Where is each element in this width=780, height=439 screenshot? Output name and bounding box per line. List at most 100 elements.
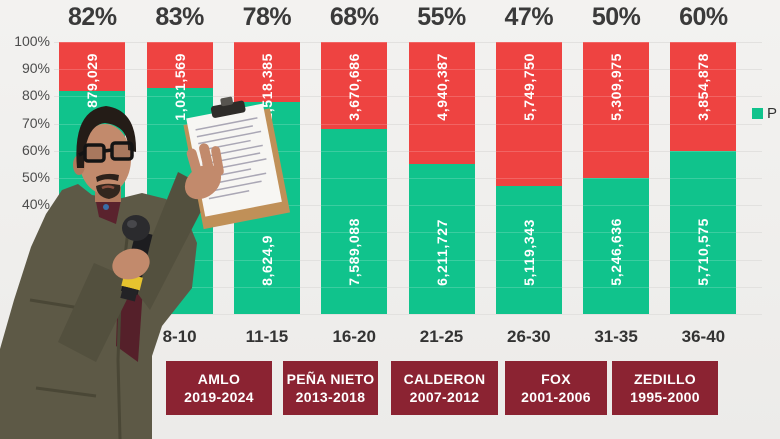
x-axis-label: 21-25 bbox=[419, 327, 464, 346]
gridline-overlay bbox=[54, 123, 762, 125]
gridline bbox=[54, 205, 762, 207]
glasses-icon bbox=[78, 141, 134, 163]
president-name: ZEDILLO bbox=[634, 371, 696, 387]
top-percentage: 47% bbox=[504, 3, 554, 31]
gridline bbox=[54, 69, 762, 71]
bar-value-red: 5,749,750 bbox=[520, 53, 537, 121]
gridline-overlay bbox=[54, 232, 762, 234]
x-axis-label: 26-30 bbox=[507, 327, 551, 346]
president-box-pena-nieto: PEÑA NIETO 2013-2018 bbox=[283, 361, 378, 415]
gridline-overlay bbox=[54, 150, 762, 152]
bar-16-20: 3,670,686 7,589,088 bbox=[321, 42, 388, 314]
president-box-fox: FOX 2001-2006 bbox=[505, 361, 607, 415]
president-years: 2001-2006 bbox=[521, 389, 591, 405]
top-percentage: 60% bbox=[679, 3, 728, 31]
presenter-mic-arm bbox=[58, 263, 136, 362]
top-percentage: 78% bbox=[242, 3, 292, 31]
bar-segment-red bbox=[670, 42, 737, 151]
gridline-overlay bbox=[54, 286, 762, 288]
presenter-raised-arm bbox=[132, 172, 212, 310]
gridline-overlay bbox=[54, 96, 762, 98]
president-years: 2019-2024 bbox=[184, 389, 254, 405]
legend-swatch-green bbox=[752, 108, 763, 119]
bar-segment-red bbox=[495, 42, 562, 187]
bar-segment-green bbox=[583, 178, 650, 314]
presenter-silhouette bbox=[0, 106, 212, 439]
gridline-overlay bbox=[54, 178, 762, 179]
bar-segment-red bbox=[59, 42, 126, 91]
president-box-calderon: CALDERON 2007-2012 bbox=[391, 361, 498, 415]
bar-value-green: 6,211,727 bbox=[433, 219, 450, 286]
top-percentage: 83% bbox=[155, 3, 204, 31]
bar-31-35: 5,309,975 5,246,636 bbox=[583, 42, 650, 314]
bar-segment-green bbox=[408, 164, 475, 314]
gridline bbox=[54, 178, 762, 179]
president-name: PEÑA NIETO bbox=[286, 371, 375, 387]
president-name: AMLO bbox=[197, 371, 241, 387]
gridline bbox=[54, 232, 762, 234]
gridline-overlay bbox=[54, 42, 762, 43]
gridline bbox=[54, 42, 762, 43]
presenter-hand bbox=[184, 143, 224, 200]
top-percentage: 68% bbox=[329, 3, 379, 31]
bar-36-40: 3,854,878 5,710,575 bbox=[670, 42, 737, 314]
legend-label: P bbox=[767, 105, 778, 122]
clipboard-clip bbox=[210, 100, 246, 118]
gridline bbox=[54, 150, 762, 152]
y-axis-label: 100% bbox=[14, 33, 50, 49]
bar-26-30: 5,749,750 5,119,343 bbox=[495, 42, 562, 314]
bar-value-red: 4,940,387 bbox=[433, 53, 450, 121]
bar-value-green: 7,589,088 bbox=[346, 218, 363, 286]
bar-value-red: 5,309,975 bbox=[608, 53, 625, 121]
y-axis-label: 40% bbox=[21, 196, 50, 213]
x-axis-label: 8-10 bbox=[162, 327, 197, 346]
president-years: 2007-2012 bbox=[409, 389, 480, 405]
x-axis-label: 16-20 bbox=[332, 327, 376, 346]
president-years: 1995-2000 bbox=[630, 389, 700, 405]
gridline-overlay bbox=[54, 69, 762, 71]
bar-segment-red bbox=[408, 42, 475, 165]
bar-segment-red bbox=[583, 42, 650, 178]
y-axis-label: 60% bbox=[21, 141, 50, 158]
presenter bbox=[0, 96, 291, 439]
bar-segment-green bbox=[670, 150, 737, 314]
gridline-overlay bbox=[54, 205, 762, 207]
gridline-overlay bbox=[54, 259, 762, 261]
president-box-amlo: AMLO 2019-2024 bbox=[166, 361, 272, 415]
y-axis-label: 90% bbox=[21, 60, 50, 77]
bar-segment-green bbox=[495, 186, 562, 314]
bar-value-green: 5,119,343 bbox=[520, 219, 537, 286]
y-axis-label: 80% bbox=[21, 87, 50, 104]
president-name: FOX bbox=[541, 371, 571, 387]
bar-segment-red bbox=[321, 42, 388, 130]
bar-21-25: 4,940,387 6,211,727 bbox=[408, 42, 475, 314]
gridline bbox=[54, 123, 762, 125]
microphone-icon bbox=[112, 215, 153, 302]
bar-value-green: 5,710,575 bbox=[695, 218, 712, 286]
president-years: 2013-2018 bbox=[295, 389, 366, 405]
gridline bbox=[54, 96, 762, 98]
bar-segment-green bbox=[321, 129, 388, 314]
presenter-mic-hand bbox=[112, 248, 150, 280]
top-percentage: 55% bbox=[417, 3, 466, 31]
bar-value-green: 5,246,636 bbox=[608, 218, 625, 286]
presenter-mustache bbox=[96, 173, 119, 182]
gridline-overlay bbox=[54, 314, 762, 315]
y-axis-label: 70% bbox=[21, 114, 50, 131]
president-name: CALDERON bbox=[403, 371, 486, 387]
clipboard bbox=[183, 96, 291, 230]
top-percentage: 50% bbox=[591, 3, 641, 31]
legend: P bbox=[752, 105, 777, 122]
x-axis-label: 11-15 bbox=[245, 327, 289, 346]
x-axis-label: 36-40 bbox=[681, 327, 726, 346]
gridline bbox=[54, 286, 762, 288]
president-box-zedillo: ZEDILLO 1995-2000 bbox=[612, 361, 718, 415]
top-percentage: 82% bbox=[68, 3, 117, 31]
presenter-hair bbox=[76, 106, 137, 168]
gridline bbox=[54, 259, 762, 261]
y-axis-label: 50% bbox=[21, 169, 50, 185]
bar-value-red: 3,854,878 bbox=[695, 53, 712, 121]
bar-segment-red bbox=[233, 42, 300, 102]
bar-value-red: 3,670,686 bbox=[346, 53, 363, 121]
